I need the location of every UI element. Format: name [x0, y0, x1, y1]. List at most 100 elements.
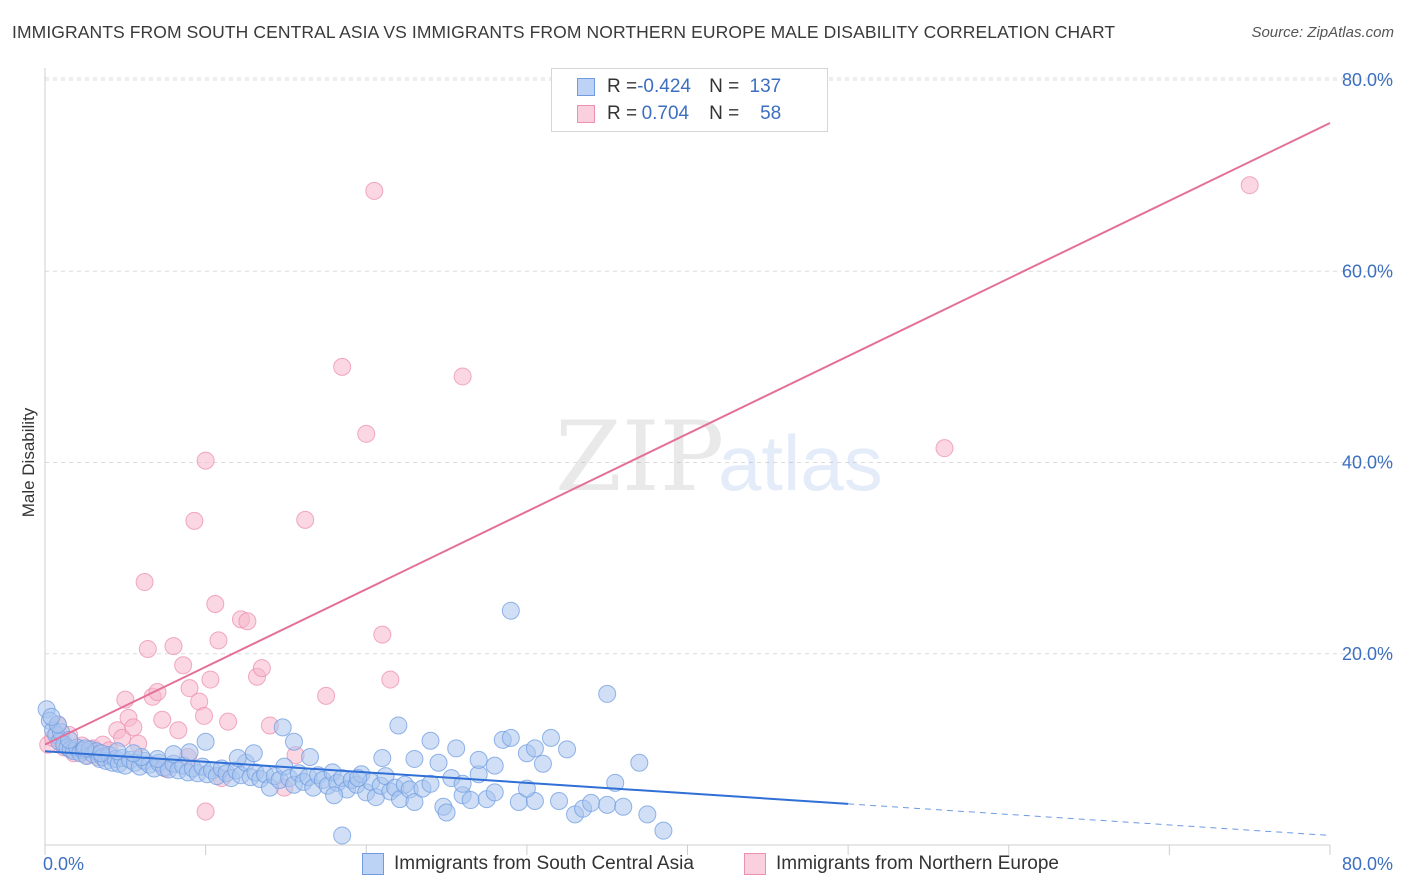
axis-labels: 20.0% 40.0% 60.0% 80.0% 0.0% 80.0% Male Disabi… [19, 70, 1393, 874]
data-point [598, 684, 617, 703]
data-point [461, 791, 480, 810]
data-point [196, 802, 215, 821]
data-point [201, 670, 220, 689]
data-point [206, 595, 225, 614]
data-point [273, 718, 292, 737]
data-point [238, 612, 257, 631]
data-point [333, 357, 352, 376]
data-point [501, 601, 520, 620]
legend-n-label: N = [709, 76, 740, 97]
legend: R = -0.424 N = 137 R = 0.704 N = 58 [551, 68, 828, 132]
y-tick-label: 60.0% [1342, 261, 1393, 281]
y-tick-label: 20.0% [1342, 644, 1393, 664]
trend-line-blue [44, 750, 849, 805]
legend-swatch-blue [577, 78, 595, 96]
legend-n-label: N = [709, 103, 740, 124]
data-point [405, 749, 424, 768]
data-point [429, 753, 448, 772]
data-point [1240, 176, 1259, 195]
data-point [92, 744, 111, 763]
legend-r-value: 0.704 [641, 103, 690, 124]
data-point [301, 748, 320, 767]
data-point [164, 637, 183, 656]
data-point [42, 707, 61, 726]
data-point [606, 773, 625, 792]
data-point [501, 728, 520, 747]
bottom-legend-item-pink: Immigrants from Northern Europe [744, 851, 1059, 877]
data-point [252, 659, 271, 678]
legend-row-blue: R = -0.424 N = 137 [552, 74, 781, 100]
data-point [180, 743, 199, 762]
x-tick-label: 80.0% [1342, 854, 1393, 874]
data-point [153, 710, 172, 729]
data-point [421, 774, 440, 793]
data-point [373, 625, 392, 644]
data-point [244, 744, 263, 763]
data-point [485, 783, 504, 802]
data-point [124, 744, 143, 763]
y-tick-label: 40.0% [1342, 453, 1393, 473]
data-point [614, 797, 633, 816]
data-point [550, 792, 568, 811]
data-point [195, 706, 214, 725]
data-point [935, 439, 954, 458]
legend-r-label: R = [607, 103, 638, 124]
data-point [598, 795, 617, 814]
legend-row-pink: R = 0.704 N = 58 [552, 101, 781, 127]
data-point [381, 670, 400, 689]
source-note: Source: ZipAtlas.com [1251, 24, 1394, 41]
legend-swatch-pink [577, 105, 595, 123]
data-point [373, 748, 392, 767]
legend-r-value: -0.424 [637, 76, 691, 97]
x-tick-label: 0.0% [43, 854, 84, 874]
legend-n-value: 137 [749, 76, 782, 97]
grid-lines [45, 77, 1392, 655]
data-point [638, 805, 657, 824]
trend-line-pink [44, 122, 1331, 746]
data-point [209, 631, 228, 650]
data-point [654, 821, 673, 840]
data-point [219, 712, 238, 731]
data-point [525, 739, 544, 758]
data-point [296, 510, 315, 529]
trend-line-blue-dashed [848, 803, 1331, 836]
data-point [180, 679, 199, 698]
data-point [169, 721, 188, 740]
data-point [453, 367, 472, 386]
data-point [333, 826, 352, 845]
data-point [325, 786, 344, 805]
data-point [485, 756, 504, 775]
data-point [357, 424, 376, 443]
series-south-central-asia [37, 601, 673, 845]
data-point [517, 779, 536, 798]
chart-title: IMMIGRANTS FROM SOUTH CENTRAL ASIA VS IM… [12, 22, 1116, 42]
data-point [135, 573, 154, 592]
data-point [196, 451, 215, 470]
data-point [447, 739, 466, 758]
data-point [124, 718, 143, 737]
data-point [389, 716, 408, 735]
bottom-legend-swatch-blue [362, 853, 384, 875]
y-axis-label: Male Disability [19, 407, 38, 517]
data-point [421, 731, 440, 750]
data-point [437, 803, 456, 822]
y-tick-label: 80.0% [1342, 70, 1393, 90]
data-point [284, 732, 303, 751]
data-point [349, 769, 368, 788]
data-point [185, 511, 204, 530]
data-point [533, 754, 552, 773]
data-point [317, 686, 336, 705]
data-point [405, 792, 424, 811]
bottom-legend-item-blue: Immigrants from South Central Asia [362, 851, 694, 877]
data-point [582, 793, 601, 812]
trend-lines [44, 122, 1331, 836]
data-point [469, 750, 488, 769]
data-point [174, 656, 193, 675]
data-point [541, 728, 560, 747]
legend-n-value: 58 [760, 103, 782, 124]
data-point [138, 639, 157, 658]
legend-r-label: R = [607, 76, 638, 97]
bottom-legend-swatch-pink [744, 853, 766, 875]
watermark-atlas: atlas [718, 419, 883, 507]
